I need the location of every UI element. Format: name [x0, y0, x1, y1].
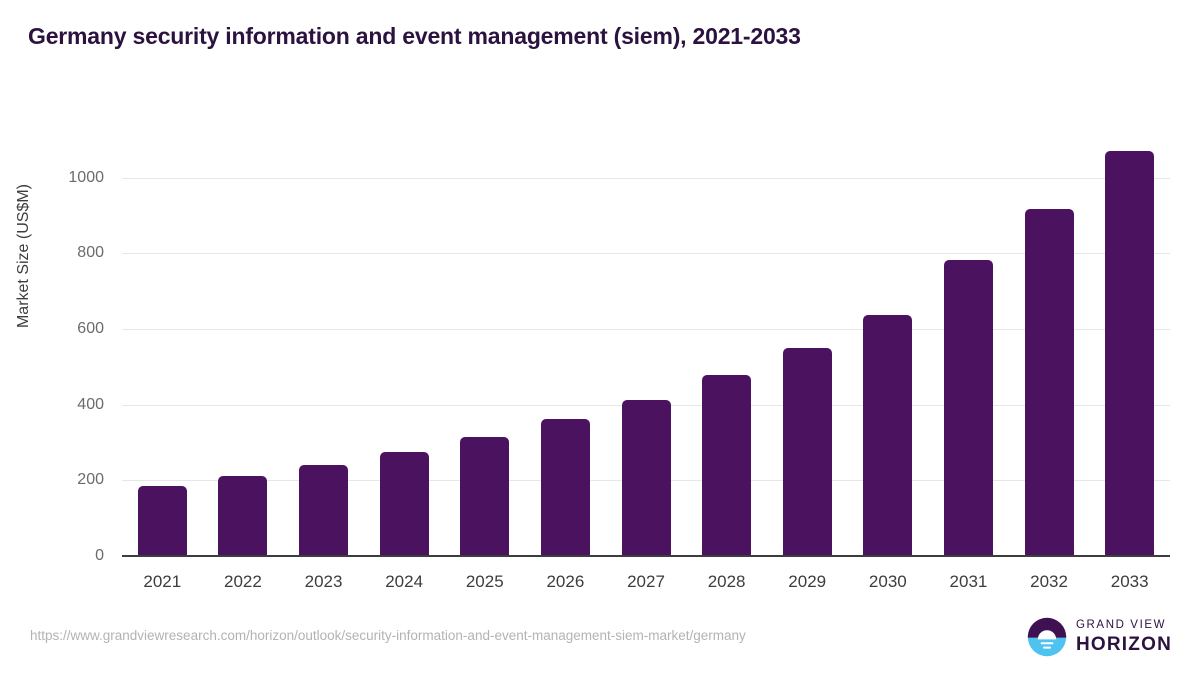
- x-tick-label-2025: 2025: [465, 572, 504, 591]
- y-axis-title: Market Size (US$M): [15, 183, 32, 329]
- x-tick-label-2029: 2029: [788, 572, 827, 591]
- x-tick-label-2033: 2033: [1110, 572, 1149, 591]
- x-tick-label-2030: 2030: [868, 572, 907, 591]
- x-tick-label-2027: 2027: [627, 572, 665, 591]
- bar-2025[interactable]: [460, 436, 510, 556]
- y-tick-label: 600: [77, 320, 104, 338]
- logo-text-horizon: HORIZON: [1075, 633, 1172, 655]
- logo-wordmark: GRAND VIEW HORIZON: [1076, 620, 1172, 654]
- bar-2032[interactable]: [1024, 208, 1074, 556]
- y-axis-tick-labels: 0 200 400 600 800 1000: [34, 140, 104, 564]
- y-tick-label: 0: [95, 547, 104, 564]
- y-tick-label: 400: [77, 395, 104, 413]
- x-axis-tick-labels: 2021 2022 2023 2024 2025 2026 2027 2028 2029 2030…: [122, 572, 1170, 596]
- x-tick-label-2032: 2032: [1030, 572, 1068, 591]
- x-tick-label-2031: 2031: [949, 572, 988, 591]
- grand-view-horizon-logo-mark: [1027, 617, 1067, 657]
- y-tick-label: 1000: [68, 168, 104, 186]
- bar-2021[interactable]: [137, 486, 187, 556]
- gridline: [122, 177, 1170, 179]
- y-tick-label: 200: [77, 471, 104, 489]
- bar-2028[interactable]: [702, 375, 752, 556]
- x-tick-label-2023: 2023: [304, 572, 343, 591]
- bar-2030[interactable]: [863, 315, 913, 556]
- bar-2026[interactable]: [540, 419, 590, 556]
- x-tick-label-2024: 2024: [385, 572, 424, 591]
- bar-2022[interactable]: [218, 475, 268, 556]
- x-tick-label-2026: 2026: [546, 572, 585, 591]
- gridline: [122, 253, 1170, 255]
- bar-2033[interactable]: [1105, 150, 1155, 556]
- bar-2027[interactable]: [621, 400, 671, 556]
- logo-text-grand-view: GRAND VIEW: [1075, 619, 1167, 632]
- x-tick-label-2021: 2021: [143, 572, 182, 591]
- x-tick-label-2028: 2028: [707, 572, 746, 591]
- bar-2031[interactable]: [943, 259, 993, 556]
- bar-2029[interactable]: [782, 347, 832, 556]
- gridline: [122, 329, 1170, 331]
- x-tick-label-2022: 2022: [224, 572, 262, 591]
- brand-logo: GRAND VIEW HORIZON: [1027, 617, 1172, 657]
- x-axis-line: [122, 555, 1170, 557]
- y-tick-label: 800: [77, 244, 104, 262]
- page-title: Germany security information and event m…: [28, 23, 801, 49]
- bar-2023[interactable]: [299, 465, 349, 556]
- bar-2024[interactable]: [379, 451, 429, 556]
- source-url[interactable]: https://www.grandviewresearch.com/horizo…: [30, 628, 746, 643]
- plot-area: [122, 140, 1170, 557]
